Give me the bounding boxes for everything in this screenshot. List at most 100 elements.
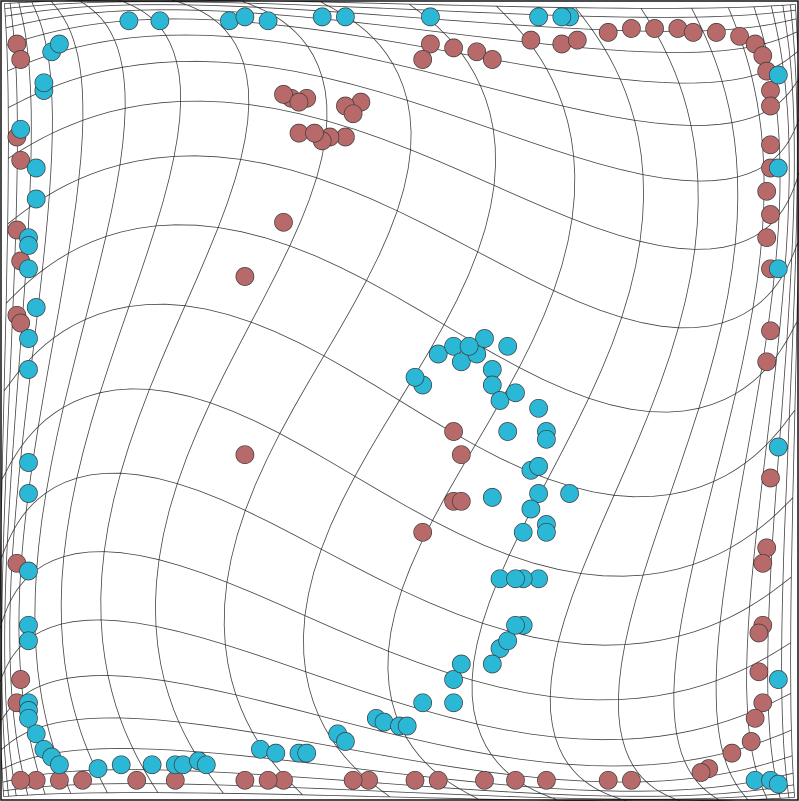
data-point-red	[127, 770, 147, 790]
data-point-cyan	[312, 7, 332, 27]
data-point-red	[11, 770, 31, 790]
data-point-red	[235, 445, 255, 465]
data-point-cyan	[498, 336, 518, 356]
data-point-cyan	[482, 654, 502, 674]
data-point-cyan	[173, 755, 193, 775]
grid-line-vertical	[673, 7, 765, 801]
data-point-cyan	[297, 743, 317, 763]
data-point-red	[757, 181, 777, 201]
data-point-red	[761, 96, 780, 116]
data-point-red	[444, 422, 463, 441]
grid-line-horizontal	[0, 472, 792, 646]
data-point-cyan	[19, 561, 38, 581]
data-point-cyan	[19, 360, 38, 379]
data-point-cyan	[506, 569, 525, 589]
data-point-cyan	[251, 739, 270, 759]
grid-line-horizontal	[1, 388, 794, 577]
data-point-red	[413, 522, 433, 542]
data-point-red	[598, 23, 618, 42]
data-point-red	[343, 104, 363, 124]
data-point-red	[11, 50, 31, 69]
data-point-cyan	[142, 755, 162, 775]
data-point-red	[451, 491, 471, 511]
grid-line-vertical	[34, 0, 126, 794]
data-point-red	[235, 770, 255, 790]
data-point-red	[753, 553, 773, 573]
data-point-cyan	[266, 743, 286, 763]
data-point-cyan	[529, 484, 548, 503]
data-point-red	[305, 123, 324, 143]
data-point-cyan	[19, 259, 38, 279]
data-point-red	[753, 46, 773, 65]
data-point-red	[761, 135, 780, 155]
data-point-cyan	[537, 522, 556, 542]
data-point-cyan	[459, 336, 479, 356]
data-point-red	[761, 205, 780, 224]
grid-line-horizontal	[7, 155, 799, 329]
data-point-red	[475, 770, 494, 790]
data-point-red	[598, 770, 618, 790]
data-point-red	[521, 30, 541, 50]
grid-line-horizontal	[7, 34, 799, 126]
data-point-red	[421, 34, 440, 54]
data-point-cyan	[768, 65, 788, 85]
data-point-red	[622, 19, 641, 38]
data-point-red	[11, 150, 31, 170]
data-point-red	[274, 85, 293, 104]
grid-line-horizontal	[3, 792, 795, 801]
data-point-red	[343, 770, 363, 790]
data-point-cyan	[475, 329, 494, 348]
data-point-red	[741, 732, 761, 751]
data-point-cyan	[421, 7, 440, 27]
grid-line-vertical	[790, 4, 799, 798]
data-point-cyan	[11, 119, 31, 139]
data-point-cyan	[19, 708, 38, 728]
data-point-red	[757, 538, 777, 558]
data-point-red	[258, 770, 278, 790]
data-point-cyan	[26, 298, 46, 317]
data-point-cyan	[413, 693, 433, 713]
data-point-cyan	[560, 484, 579, 503]
grid-line-horizontal	[8, 100, 799, 250]
data-point-cyan	[768, 437, 788, 457]
data-point-cyan	[111, 755, 131, 775]
data-point-red	[11, 670, 31, 689]
data-point-cyan	[19, 484, 38, 503]
data-point-cyan	[506, 383, 525, 403]
data-point-cyan	[119, 11, 139, 31]
data-point-cyan	[19, 631, 38, 651]
data-point-red	[753, 693, 773, 713]
data-point-red	[761, 321, 780, 341]
data-point-cyan	[768, 774, 788, 794]
data-point-cyan	[405, 367, 425, 387]
data-point-cyan	[490, 391, 510, 410]
data-point-cyan	[521, 499, 541, 519]
data-point-red	[645, 19, 664, 38]
data-point-cyan	[19, 236, 38, 255]
grid-line-vertical	[549, 8, 699, 801]
data-point-cyan	[235, 7, 255, 27]
data-point-red	[11, 313, 31, 333]
data-point-cyan	[88, 759, 108, 778]
data-point-cyan	[482, 488, 502, 507]
grid-line-vertical	[154, 0, 328, 794]
data-point-red	[757, 352, 777, 372]
data-point-cyan	[451, 654, 471, 674]
data-point-cyan	[444, 693, 463, 713]
grid-line-vertical	[781, 4, 798, 798]
data-point-cyan	[506, 615, 525, 635]
data-point-red	[761, 468, 780, 488]
data-point-cyan	[768, 259, 788, 279]
data-point-red	[537, 770, 556, 790]
data-point-red	[73, 770, 92, 790]
grid-line-horizontal	[3, 303, 796, 498]
data-point-cyan	[220, 11, 239, 31]
data-point-cyan	[374, 712, 394, 732]
data-point-red	[722, 743, 742, 763]
data-point-cyan	[513, 522, 533, 542]
data-point-red	[683, 23, 703, 42]
data-point-cyan	[498, 631, 518, 651]
data-point-red	[668, 19, 688, 38]
